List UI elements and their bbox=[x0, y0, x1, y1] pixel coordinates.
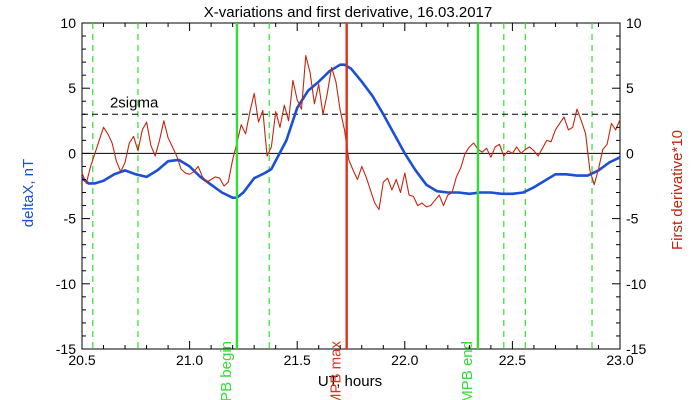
y-tick-label-left: 5 bbox=[68, 80, 76, 96]
y-tick-label-left: -10 bbox=[56, 276, 76, 292]
y-tick-label-right: -10 bbox=[626, 276, 646, 292]
y-tick-label-right: -5 bbox=[626, 211, 639, 227]
x-tick-label: 21.5 bbox=[284, 352, 311, 368]
deltax-series-line bbox=[81, 63, 621, 199]
plot-area: 2sigma MPB begin MPB max MPB end 20.5 21.0 21.… bbox=[56, 15, 647, 400]
derivative-series-line bbox=[81, 55, 621, 211]
y-axis-label-left: deltaX, nT bbox=[20, 159, 37, 227]
y-tick-label-right: -15 bbox=[626, 341, 646, 357]
y-tick-label-right: 5 bbox=[626, 80, 634, 96]
y-tick-label-left: 0 bbox=[68, 145, 76, 161]
x-tick-label: 23.0 bbox=[606, 352, 633, 368]
x-tick-label: 20.5 bbox=[68, 352, 95, 368]
marker-label: MPB max bbox=[328, 341, 345, 400]
y-tick-label-left: -15 bbox=[56, 341, 76, 357]
sigma-label: 2sigma bbox=[110, 94, 159, 111]
marker-label: MPB begin bbox=[218, 341, 235, 400]
chart-title: X-variations and first derivative, 16.03… bbox=[204, 4, 493, 21]
plot-frame bbox=[81, 22, 621, 350]
y-tick-label-left: -5 bbox=[64, 211, 77, 227]
y-tick-label-right: 10 bbox=[626, 15, 642, 31]
x-tick-label: 22.0 bbox=[391, 352, 418, 368]
y-tick-label-right: 0 bbox=[626, 145, 634, 161]
x-axis-label: UT, hours bbox=[318, 373, 382, 390]
y-axis-label-right: First derivative*10 bbox=[669, 130, 686, 250]
marker-label: MPB end bbox=[459, 341, 476, 400]
x-tick-label: 21.0 bbox=[176, 352, 203, 368]
x-tick-label: 22.5 bbox=[499, 352, 526, 368]
y-tick-label-left: 10 bbox=[60, 15, 76, 31]
